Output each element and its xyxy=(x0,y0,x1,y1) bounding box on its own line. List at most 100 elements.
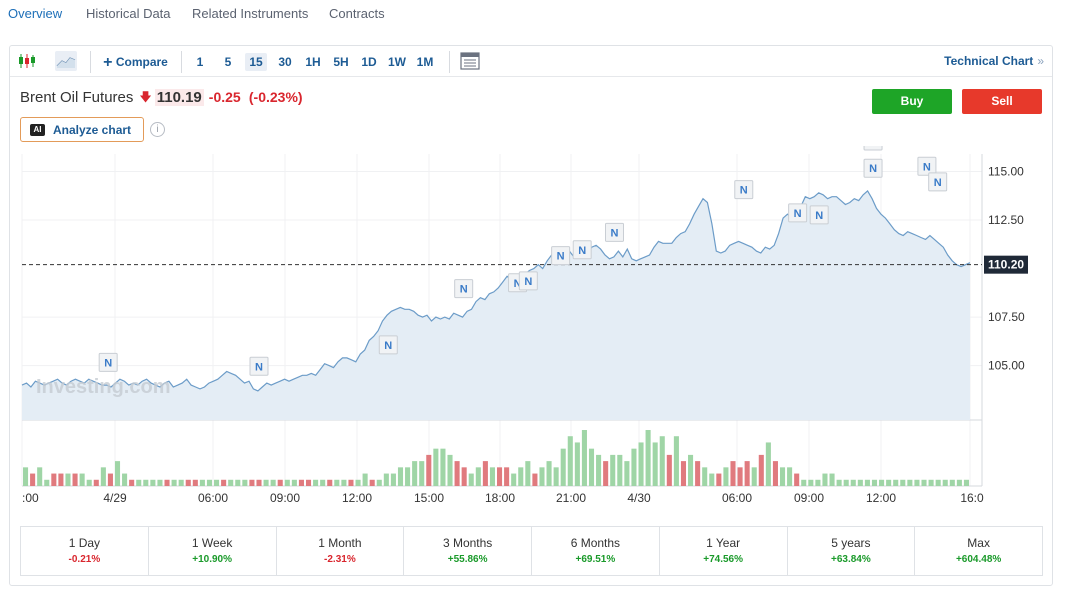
volume-bar xyxy=(695,461,701,486)
volume-bar xyxy=(942,479,948,486)
investing-watermark: Investing.com xyxy=(36,376,170,398)
x-tick-label: 18:00 xyxy=(485,491,515,505)
tab-related-instruments[interactable]: Related Instruments xyxy=(192,6,309,21)
volume-bar xyxy=(214,479,220,486)
perf-max[interactable]: Max +604.48% xyxy=(955,536,1002,565)
volume-bar xyxy=(673,436,679,486)
ai-icon: AI xyxy=(30,124,45,136)
timeframe-15[interactable]: 15 xyxy=(245,53,267,71)
sell-button[interactable]: Sell xyxy=(962,89,1042,114)
y-tick-label: 105.00 xyxy=(988,359,1025,373)
volume-bar xyxy=(136,479,142,486)
news-marker-label: N xyxy=(384,340,392,352)
perf-6-months[interactable]: 6 Months +69.51% xyxy=(532,527,660,575)
last-price: 110.19 xyxy=(154,89,204,106)
volume-bar xyxy=(723,467,729,486)
volume-bar xyxy=(879,479,885,486)
tab-overview[interactable]: Overview xyxy=(8,6,63,21)
current-price-label-bg xyxy=(984,255,1028,274)
volume-bar xyxy=(631,448,637,486)
volume-bar xyxy=(801,479,807,486)
timeframe-5h[interactable]: 5H xyxy=(333,55,349,69)
news-marker-label: N xyxy=(611,227,619,239)
volume-bar xyxy=(758,454,764,486)
volume-bar xyxy=(298,479,304,486)
perf-3-months[interactable]: 3 Months +55.86% xyxy=(404,527,532,575)
buy-button[interactable]: Buy xyxy=(872,89,952,114)
perf-1-year[interactable]: 1 Year +74.56% xyxy=(660,527,788,575)
area-chart-icon[interactable] xyxy=(55,51,77,71)
x-tick-label: 12:00 xyxy=(866,491,896,505)
news-marker-label: N xyxy=(578,245,586,257)
volume-bar xyxy=(914,479,920,486)
volume-bar xyxy=(355,479,361,486)
news-marker xyxy=(98,352,118,372)
info-icon[interactable]: i xyxy=(150,122,165,137)
analyze-chart-button[interactable]: AI Analyze chart xyxy=(20,117,144,142)
news-marker xyxy=(378,335,398,355)
volume-bar xyxy=(277,479,283,486)
volume-bar xyxy=(405,467,411,486)
volume-bar xyxy=(412,461,418,486)
y-tick-label: 115.00 xyxy=(988,164,1024,178)
volume-bar xyxy=(249,479,255,486)
volume-bar xyxy=(58,473,64,486)
volume-bar xyxy=(164,479,170,486)
timeframe-1w[interactable]: 1W xyxy=(388,55,406,69)
volume-bar xyxy=(596,454,602,486)
instrument-name: Brent Oil Futures xyxy=(20,89,134,106)
volume-bar xyxy=(808,479,814,486)
volume-bar xyxy=(730,461,736,486)
volume-bar xyxy=(122,473,128,486)
instrument-header: Brent Oil Futures 🡇 110.19 -0.25 (-0.23%) xyxy=(20,89,303,109)
x-tick-label: 4/30 xyxy=(627,491,651,505)
timeframe-30[interactable]: 30 xyxy=(278,55,292,69)
volume-bar xyxy=(114,461,121,486)
volume-bar xyxy=(454,461,460,486)
perf-1-month[interactable]: 1 Month -2.31% xyxy=(277,527,405,575)
x-tick-label: 21:00 xyxy=(556,491,586,505)
volume-bar xyxy=(482,461,488,486)
volume-bar xyxy=(546,461,552,486)
volume-bar xyxy=(192,479,198,486)
volume-bar xyxy=(956,479,962,486)
perf-1-week[interactable]: 1 Week +10.90% xyxy=(149,527,277,575)
chart-toolbar: + Compare 1 5 15 30 1H 5H 1D 1W 1M Techn… xyxy=(10,46,1052,77)
volume-bar xyxy=(893,479,899,486)
tab-historical-data[interactable]: Historical Data xyxy=(86,6,171,21)
timeframe-1h[interactable]: 1H xyxy=(305,55,321,69)
tab-contracts[interactable]: Contracts xyxy=(329,6,385,21)
news-marker xyxy=(454,279,474,299)
compare-button[interactable]: + Compare xyxy=(103,54,168,71)
x-tick-label: :00 xyxy=(22,491,39,505)
table-icon[interactable] xyxy=(459,51,481,71)
news-marker-label: N xyxy=(869,146,877,148)
volume-bar xyxy=(963,479,969,486)
volume-bar xyxy=(369,479,375,486)
volume-bar xyxy=(702,467,708,486)
volume-bar xyxy=(779,467,786,486)
volume-bar xyxy=(475,467,481,486)
volume-bar xyxy=(765,442,771,486)
volume-bar xyxy=(525,461,531,486)
price-chart[interactable]: Investing.com 110.20 115.00 112.50 107.50 105… xyxy=(10,146,1052,516)
timeframe-1[interactable]: 1 xyxy=(196,55,204,69)
technical-chart-link[interactable]: Technical Chart» xyxy=(944,54,1044,68)
toolbar-divider xyxy=(449,51,450,73)
timeframe-5[interactable]: 5 xyxy=(224,55,232,69)
volume-bar xyxy=(178,479,184,486)
y-tick-label: 107.50 xyxy=(988,310,1025,324)
volume-bar xyxy=(638,442,644,486)
perf-1-day[interactable]: 1 Day -0.21% xyxy=(21,527,149,575)
volume-bar xyxy=(680,461,687,486)
volume-bar xyxy=(129,479,135,486)
timeframe-1d[interactable]: 1D xyxy=(361,55,377,69)
volume-bar xyxy=(242,479,248,486)
perf-5-years[interactable]: 5 years +63.84% xyxy=(788,527,916,575)
volume-bar xyxy=(37,467,43,486)
candlestick-icon[interactable] xyxy=(16,51,38,71)
volume-bar xyxy=(320,479,326,486)
x-tick-label: 4/29 xyxy=(103,491,127,505)
timeframe-1m[interactable]: 1M xyxy=(416,55,434,69)
volume-bar xyxy=(574,442,580,486)
